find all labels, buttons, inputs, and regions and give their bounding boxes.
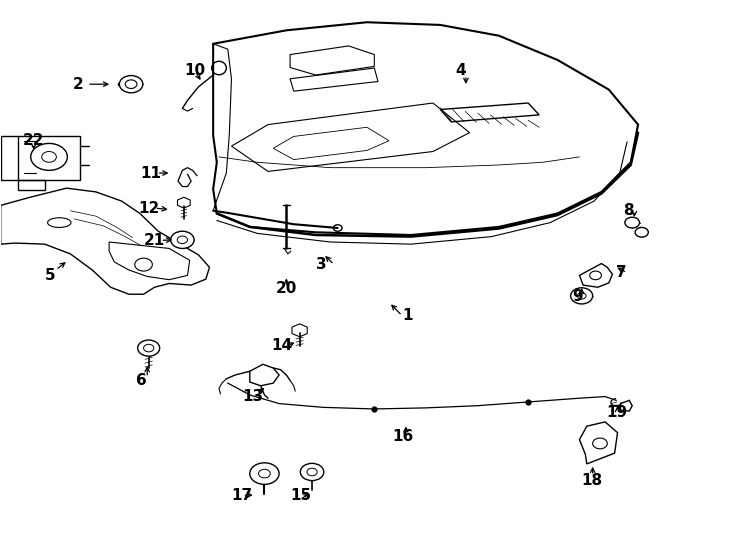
Text: 7: 7 — [616, 265, 627, 280]
Circle shape — [625, 217, 639, 228]
Text: 4: 4 — [455, 63, 465, 78]
Text: 11: 11 — [140, 166, 161, 180]
Text: 21: 21 — [144, 233, 165, 248]
Text: 15: 15 — [290, 488, 311, 503]
Text: 8: 8 — [623, 203, 634, 218]
Text: 9: 9 — [572, 289, 583, 305]
Text: 17: 17 — [231, 488, 252, 503]
Circle shape — [300, 463, 324, 481]
Text: 14: 14 — [272, 338, 293, 353]
Circle shape — [250, 463, 279, 484]
Circle shape — [171, 231, 194, 248]
Text: 1: 1 — [402, 308, 413, 323]
Text: 2: 2 — [73, 77, 83, 92]
Text: 3: 3 — [316, 257, 327, 272]
Text: 5: 5 — [45, 268, 55, 283]
Circle shape — [138, 340, 160, 356]
Text: 18: 18 — [581, 472, 603, 488]
Text: 12: 12 — [139, 200, 160, 215]
Text: 6: 6 — [137, 373, 147, 388]
Circle shape — [570, 288, 592, 304]
Circle shape — [120, 76, 143, 93]
Text: 16: 16 — [393, 429, 414, 444]
Text: 19: 19 — [606, 405, 628, 420]
Text: 22: 22 — [23, 133, 44, 148]
Text: 20: 20 — [275, 281, 297, 296]
Text: 10: 10 — [184, 63, 205, 78]
Circle shape — [635, 227, 648, 237]
Text: 13: 13 — [242, 389, 264, 404]
